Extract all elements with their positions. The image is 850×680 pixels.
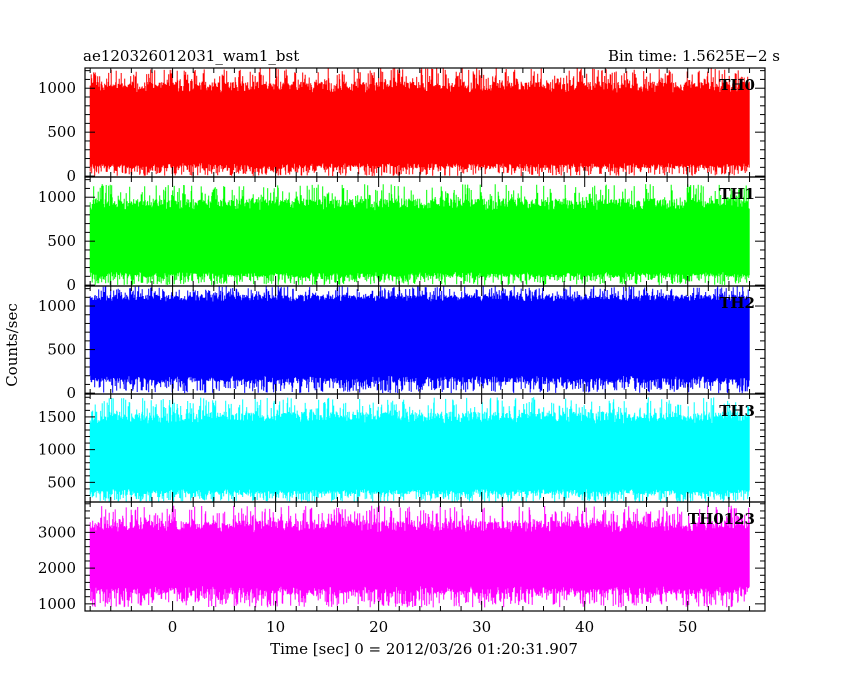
y-tick-label: 500: [47, 123, 76, 141]
y-tick-label: 1500: [38, 408, 76, 426]
y-tick-label: 1000: [38, 188, 76, 206]
y-tick-label: 0: [66, 167, 76, 185]
x-tick-label: 20: [369, 618, 388, 636]
series-th0123: [89, 505, 750, 608]
x-axis-label: Time [sec] 0 = 2012/03/26 01:20:31.907: [270, 640, 578, 658]
y-tick-label: 0: [66, 384, 76, 402]
bin-time-label: Bin time: 1.5625E−2 s: [608, 47, 780, 65]
x-tick-labels: 0 10 20 30 40 50: [168, 618, 697, 636]
y-tick-label: 500: [47, 341, 76, 359]
y-tick-label: 0: [66, 276, 76, 294]
series-th3: [89, 397, 750, 502]
panel-th1: 0 500 1000 TH1: [38, 176, 766, 294]
x-tick-label: 30: [472, 618, 491, 636]
panel-label-th0: TH0: [719, 76, 755, 94]
series-th2: [89, 286, 750, 394]
panel-th0: 0 500 1000 TH0: [38, 67, 766, 185]
y-tick-label: 500: [47, 473, 76, 491]
y-tick-label: 1000: [38, 441, 76, 459]
panel-frame: [84, 501, 766, 612]
series-th0: [89, 68, 750, 177]
y-tick-label: 1000: [38, 79, 76, 97]
panel-th3: 500 1000 1500 TH3: [38, 393, 766, 503]
y-tick-label: 3000: [38, 523, 76, 541]
x-tick-label: 10: [266, 618, 285, 636]
y-tick-label: 500: [47, 232, 76, 250]
x-tick-label: 0: [168, 618, 178, 636]
y-tick-label: 1000: [38, 297, 76, 315]
panel-label-th2: TH2: [719, 294, 755, 312]
panel-label-th0123: TH0123: [688, 510, 755, 528]
panels-group: 0 500 1000 TH0 0 500 1000 TH1 0 500 1000 TH2 500 1000…: [38, 67, 766, 613]
y-axis-label: Counts/sec: [3, 303, 21, 387]
y-tick-label: 1000: [38, 595, 76, 613]
y-tick-label: 2000: [38, 559, 76, 577]
panel-th0123: 1000 2000 3000 TH0123: [38, 501, 766, 613]
x-tick-label: 50: [678, 618, 697, 636]
x-tick-label: 40: [575, 618, 594, 636]
chart-title: ae120326012031_wam1_bst: [83, 47, 299, 65]
series-th1: [89, 184, 750, 286]
panel-label-th3: TH3: [719, 402, 755, 420]
panel-th2: 0 500 1000 TH2: [38, 285, 766, 402]
panel-label-th1: TH1: [719, 185, 755, 203]
